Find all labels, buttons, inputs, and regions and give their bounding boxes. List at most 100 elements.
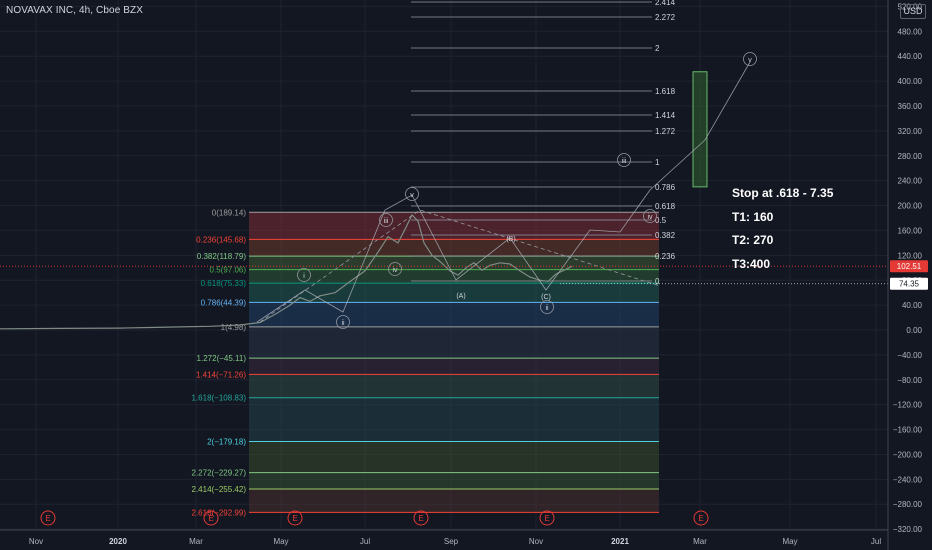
x-tick-label: Mar: [189, 537, 203, 546]
earnings-label: E: [544, 514, 549, 523]
wave-label: (C): [541, 294, 551, 301]
y-tick-label: 440.00: [898, 52, 923, 61]
fib-extension-label: 1.272: [655, 127, 676, 136]
x-tick-label: May: [273, 537, 288, 546]
earnings-marker: [203, 510, 219, 526]
wave-circle: [540, 300, 554, 314]
y-tick-label: −200.00: [893, 450, 923, 459]
x-tick-label: Jul: [871, 537, 881, 546]
y-tick-label: 480.00: [898, 27, 923, 36]
earnings-marker: [287, 510, 303, 526]
earnings-label: E: [292, 514, 297, 523]
marked-price-tag-box: [890, 277, 928, 290]
fib-extension-label: 0.786: [655, 183, 676, 192]
note-t2: T2: 270: [732, 233, 774, 247]
fib-level-label: 1(4.98): [221, 323, 247, 332]
y-tick-label: 0.00: [906, 326, 922, 335]
trade-notes: Stop at .618 - 7.35 T1: 160 T2: 270 T3:4…: [732, 186, 833, 280]
marked-price-tag: 74.35: [899, 280, 920, 289]
current-price-tag: 102.51: [897, 262, 922, 271]
fib-band: [249, 358, 659, 375]
fib-band: [249, 256, 659, 270]
fib-band: [249, 472, 659, 489]
fib-extension-label: 0: [655, 277, 660, 286]
fib-band: [249, 374, 659, 398]
fib-band: [249, 488, 659, 513]
wave-label: ii: [341, 320, 345, 327]
fib-band: [249, 283, 659, 303]
y-tick-label: 240.00: [898, 177, 923, 186]
fib-band: [249, 326, 659, 359]
wave-label: (A): [456, 293, 465, 300]
wave-circle: [297, 268, 311, 282]
fib-band: [249, 239, 659, 257]
note-t3: T3:400: [732, 256, 771, 271]
fib-level-label: 0.5(97.06): [210, 266, 247, 275]
fib-level-label: 1.272(−45.11): [197, 354, 247, 363]
y-tick-label: 40.00: [902, 301, 923, 310]
earnings-marker: [40, 510, 56, 526]
wave-circle: [643, 209, 657, 223]
fib-level-label: 0(189.14): [212, 208, 247, 217]
y-tick-label: 160.00: [898, 226, 923, 235]
wave-label: iv: [392, 267, 398, 274]
fib-extension-label: 0.5: [655, 216, 667, 225]
y-tick-label: 320.00: [898, 127, 923, 136]
earnings-label: E: [45, 514, 50, 523]
fib-extension-label: 2: [655, 44, 660, 53]
chart-title: NOVAVAX INC, 4h, Cboe BZX: [6, 5, 143, 16]
fib-extension-label: 0.236: [655, 252, 676, 261]
fib-level-label: 0.382(118.79): [197, 252, 247, 261]
wave-label: (B): [506, 236, 515, 243]
wave-circle: [379, 213, 393, 227]
earnings-marker: [693, 510, 709, 526]
wave-circle: [388, 262, 402, 276]
y-tick-label: −40.00: [897, 351, 922, 360]
y-tick-label: 120.00: [898, 251, 923, 260]
fib-level-label: 0.236(145.68): [196, 235, 246, 244]
channel-line: [259, 209, 661, 323]
fib-level-label: 2.618(−292.99): [192, 508, 247, 517]
fib-extension-label: 0.618: [655, 202, 676, 211]
fib-level-label: 1.414(−71.26): [196, 370, 246, 379]
note-t1: T1: 160: [732, 209, 774, 224]
fib-band: [249, 441, 659, 473]
wave-label: v: [748, 57, 752, 64]
x-tick-label: 2021: [611, 537, 629, 546]
earnings-label: E: [208, 514, 213, 523]
earnings-label: E: [698, 514, 703, 523]
y-tick-label: 280.00: [898, 152, 923, 161]
x-tick-label: Mar: [693, 537, 707, 546]
wave-label: i: [303, 273, 305, 280]
fib-level-label: 2(−179.18): [207, 438, 246, 447]
fib-band: [249, 397, 659, 442]
currency-badge[interactable]: USD: [900, 4, 926, 19]
x-tick-label: Nov: [29, 537, 43, 546]
price-line: [0, 213, 573, 330]
earnings-label: E: [418, 514, 423, 523]
fib-level-label: 2.272(−229.27): [192, 469, 247, 478]
wave-circle: [617, 153, 631, 167]
fib-extension-label: 2.414: [655, 0, 676, 7]
projection-box: [692, 71, 708, 188]
current-price-tag-box: [890, 260, 928, 273]
fib-level-label: 0.786(44.39): [201, 298, 247, 307]
note-stop: Stop at .618 - 7.35: [732, 186, 834, 200]
fib-level-label: 1.618(−108.83): [192, 394, 247, 403]
fib-extension-label: 0.382: [655, 231, 676, 240]
fib-extension-label: 1: [655, 158, 660, 167]
y-tick-label: 360.00: [898, 102, 923, 111]
y-tick-label: −240.00: [893, 475, 923, 484]
wave-label: iv: [647, 214, 653, 221]
fib-extension-label: 1.414: [655, 111, 676, 120]
y-tick-label: 400.00: [898, 77, 923, 86]
wave-label: iii: [622, 158, 627, 165]
y-tick-label: −320.00: [893, 525, 923, 534]
fib-extension-label: 2.272: [655, 13, 676, 22]
x-tick-label: 2020: [109, 537, 127, 546]
y-tick-label: −80.00: [897, 376, 922, 385]
wave-label: iii: [384, 218, 389, 225]
fib-level-label: 0.618(75.33): [201, 279, 247, 288]
y-tick-label: −280.00: [893, 500, 923, 509]
